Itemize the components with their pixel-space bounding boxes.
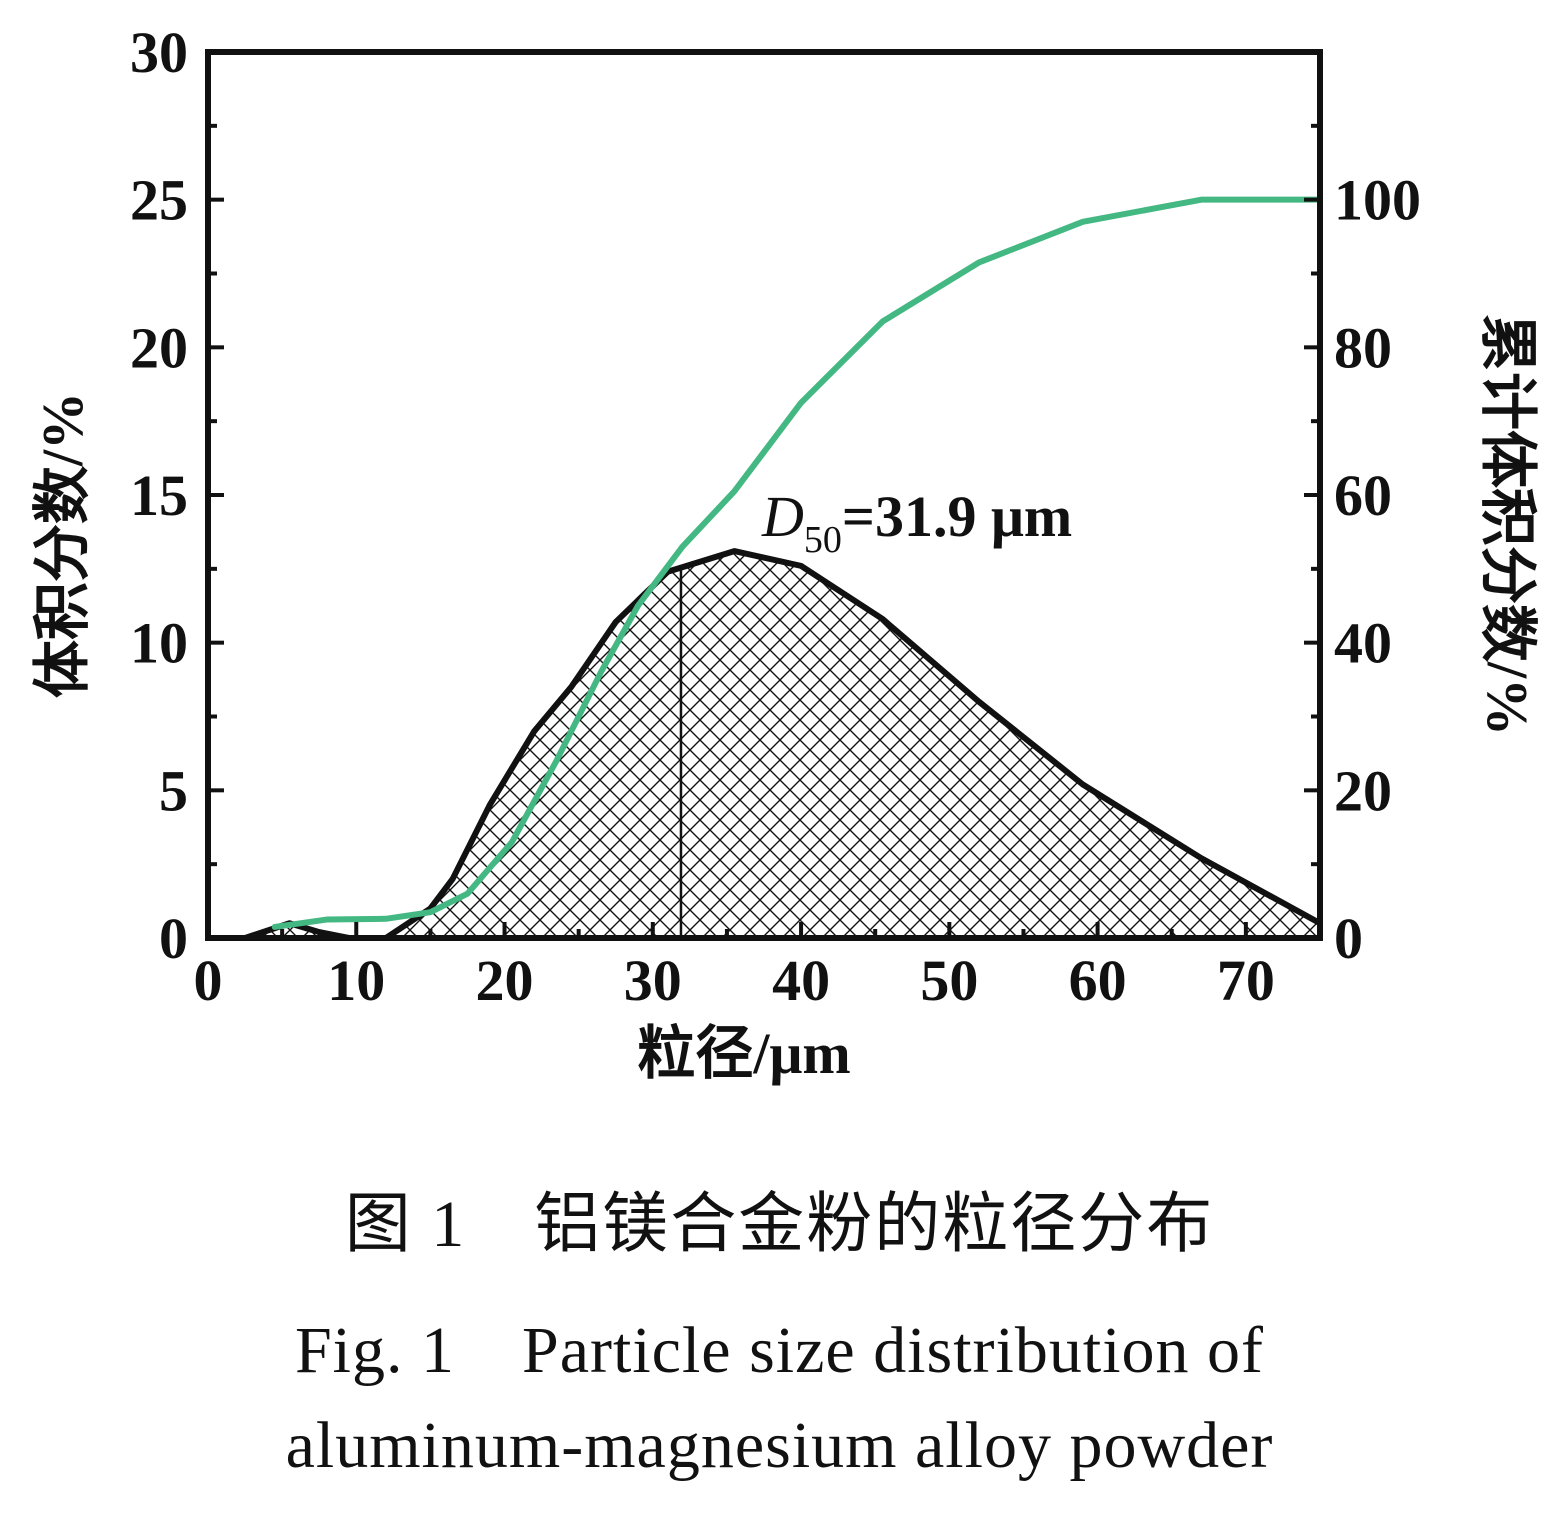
y-right-tick-label: 100	[1334, 168, 1421, 233]
distribution-area-fill	[245, 551, 1321, 938]
x-tick-label: 60	[1069, 948, 1127, 1013]
cumulative-line	[271, 196, 1323, 930]
x-tick-label: 40	[772, 948, 830, 1013]
d50-annotation: D50=31.9 μm	[761, 484, 1072, 561]
x-axis-label: 粒径/μm	[637, 1021, 850, 1086]
x-tick-label: 0	[194, 948, 223, 1013]
x-tick-label: 50	[920, 948, 978, 1013]
y-left-tick-label: 30	[130, 20, 188, 85]
caption-english-line-2: aluminum-magnesium alloy powder	[285, 1409, 1274, 1482]
y-right-tick-label: 40	[1334, 611, 1392, 676]
y-left-tick-label: 10	[130, 611, 188, 676]
y-left-axis-label: 体积分数/%	[30, 392, 95, 698]
y-left-tick-label: 15	[130, 463, 188, 528]
chart-svg: 0 10 20 30 40 50 60 70 0 5 10 15 20 25 30 0 20 40 60 80 100 粒…	[30, 20, 1540, 1086]
y-left-tick-label: 25	[130, 168, 188, 233]
x-tick-label: 20	[476, 948, 534, 1013]
x-tick-label: 70	[1217, 948, 1275, 1013]
caption-chinese: 图 1 铝镁合金粉的粒径分布	[344, 1188, 1215, 1261]
caption-english-line-1: Fig. 1 Particle size distribution of	[294, 1314, 1265, 1387]
y-right-tick-label: 60	[1334, 463, 1392, 528]
x-tick-label: 30	[624, 948, 682, 1013]
y-left-tick-label: 20	[130, 315, 188, 380]
y-right-axis-label: 累计体积分数/%	[1475, 314, 1540, 736]
y-right-tick-label: 80	[1334, 315, 1392, 380]
x-tick-label: 10	[327, 948, 385, 1013]
y-right-tick-label: 20	[1334, 758, 1392, 823]
y-left-tick-label: 5	[159, 758, 188, 823]
y-right-tick-label: 0	[1334, 906, 1363, 971]
y-left-tick-label: 0	[159, 906, 188, 971]
chart: 0 10 20 30 40 50 60 70 0 5 10 15 20 25 30 0 20 40 60 80 100 粒…	[30, 20, 1540, 1086]
